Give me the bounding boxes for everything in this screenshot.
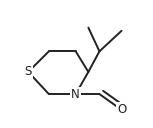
Text: S: S	[25, 65, 32, 78]
Text: O: O	[117, 103, 126, 116]
Text: N: N	[71, 88, 80, 101]
